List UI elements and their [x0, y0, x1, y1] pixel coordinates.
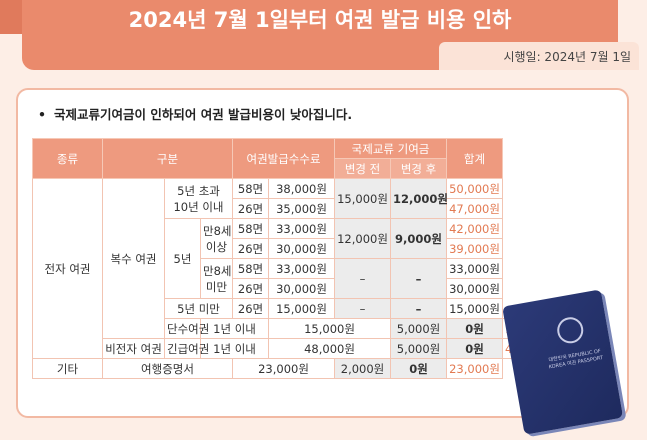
fee-cell: 35,000원: [268, 198, 336, 219]
row-non-electronic: 비전자 여권: [102, 338, 165, 359]
fee-cell: 30,000원: [268, 238, 336, 259]
page-title: 2024년 7월 1일부터 여권 발급 비용 인하: [128, 8, 512, 32]
table-subheader-row: 변경 전 변경 후: [33, 158, 520, 179]
row-age8-under: 만8세 미만: [199, 258, 234, 299]
row-within1b: 1년 이내: [199, 338, 270, 359]
passport-cover: 대한민국 REPUBLIC OF KOREA 여권 PASSPORT: [502, 289, 624, 435]
fee-cell: 15,000원: [268, 298, 336, 319]
fee-cell: 15,000원: [268, 318, 392, 339]
table-row: 26면 35,000원 47,000원: [33, 198, 520, 219]
table-row: 비전자 여권 긴급여권 1년 이내 48,000원 5,000원 0원 48,0…: [33, 338, 556, 359]
pages-cell: 26면: [232, 238, 270, 259]
total-cell: 47,000원: [446, 198, 504, 219]
after-cell: 0원: [390, 358, 448, 379]
table-row: 5년 만8세 이상 58면 33,000원 12,000원 9,000원 42,0…: [33, 218, 520, 299]
total-cell: 23,000원: [446, 358, 504, 379]
before-cell: 15,000원: [334, 178, 392, 219]
before-cell: 5,000원: [390, 338, 448, 359]
row-over5: 5년 초과 10년 이내: [163, 178, 234, 219]
intro-label: 국제교류기여금이 인하되어 여권 발급비용이 낮아집니다.: [54, 107, 353, 122]
header-type: 종류: [32, 138, 103, 179]
header-category: 구분: [101, 138, 234, 179]
total-cell: 42,000원: [446, 218, 504, 239]
total-cell: 33,000원: [446, 258, 504, 279]
table-row: 기타 여행증명서 23,000원 2,000원 0원 23,000원: [32, 358, 520, 379]
pages-cell: 26면: [232, 278, 270, 299]
table-row: 만8세 미만 58면 33,000원 – – 33,000원: [33, 258, 520, 299]
header-before: 변경 전: [334, 158, 392, 179]
fee-table: 종류 구분 여권발급수수료 국제교류 기여금 합계 변경 전 변경 후 전자 여…: [32, 138, 556, 379]
total-cell: 30,000원: [446, 278, 504, 299]
total-cell: 39,000원: [446, 238, 504, 259]
before-cell: –: [334, 298, 392, 319]
row-five-years: 5년: [164, 218, 201, 299]
after-cell: –: [390, 258, 448, 299]
table-row: 5년 미만 26면 15,000원 – – 15,000원: [33, 298, 520, 319]
total-cell: 50,000원: [446, 178, 504, 199]
row-multiple: 복수 여권: [102, 178, 165, 339]
emblem-icon: [555, 315, 586, 346]
row-other: 기타: [32, 358, 103, 379]
fee-card: • 국제교류기여금이 인하되어 여권 발급비용이 낮아집니다. 종류 구분 여권발…: [16, 88, 629, 418]
after-cell: 0원: [446, 338, 504, 359]
header-after: 변경 후: [390, 158, 448, 179]
after-cell: 9,000원: [390, 218, 448, 259]
pages-cell: 58면: [232, 258, 270, 279]
before-cell: –: [334, 258, 392, 299]
fee-cell: 33,000원: [268, 258, 336, 279]
table-header-row: 종류 구분 여권발급수수료 국제교류 기여금 합계: [32, 138, 520, 179]
fee-cell: 23,000원: [232, 358, 336, 379]
fee-cell: 48,000원: [268, 338, 392, 359]
effective-date: 시행일: 2024년 7월 1일: [439, 42, 639, 70]
row-within1: 1년 이내: [199, 318, 270, 339]
fee-cell: 33,000원: [268, 218, 336, 239]
header-total: 합계: [446, 138, 504, 179]
row-emergency: 긴급여권: [164, 338, 209, 359]
pages-cell: 58면: [232, 218, 270, 239]
pages-cell: 26면: [232, 298, 270, 319]
row-age8-over: 만8세 이상: [199, 218, 234, 259]
title-banner: 2024년 7월 1일부터 여권 발급 비용 인하: [0, 0, 618, 70]
table-row: 전자 여권 복수 여권 5년 초과 10년 이내 58면 38,000원 15,0…: [32, 178, 520, 359]
fee-cell: 38,000원: [268, 178, 336, 199]
pages-cell: 26면: [232, 198, 270, 219]
before-cell: 2,000원: [334, 358, 392, 379]
after-cell: 12,000원: [390, 178, 448, 219]
after-cell: 0원: [446, 318, 504, 339]
row-electronic: 전자 여권: [32, 178, 103, 359]
row-under5: 5년 미만: [163, 298, 234, 319]
row-travel-cert: 여행증명서: [101, 358, 234, 379]
after-cell: –: [390, 298, 448, 319]
before-cell: 12,000원: [334, 218, 392, 259]
passport-illustration: 대한민국 REPUBLIC OF KOREA 여권 PASSPORT: [502, 287, 636, 439]
before-cell: 5,000원: [390, 318, 448, 339]
row-single: 단수여권: [164, 318, 209, 339]
bullet-icon: •: [38, 107, 46, 122]
fee-cell: 30,000원: [268, 278, 336, 299]
passport-text: 대한민국 REPUBLIC OF KOREA 여권 PASSPORT: [548, 348, 604, 371]
total-cell: 15,000원: [446, 298, 504, 319]
table-row: 26면 30,000원 30,000원: [33, 278, 520, 299]
intro-text: • 국제교류기여금이 인하되어 여권 발급비용이 낮아집니다.: [38, 104, 352, 123]
header-fee: 여권발급수수료: [232, 138, 336, 179]
header-contribution: 국제교류 기여금: [334, 138, 448, 159]
pages-cell: 58면: [232, 178, 270, 199]
